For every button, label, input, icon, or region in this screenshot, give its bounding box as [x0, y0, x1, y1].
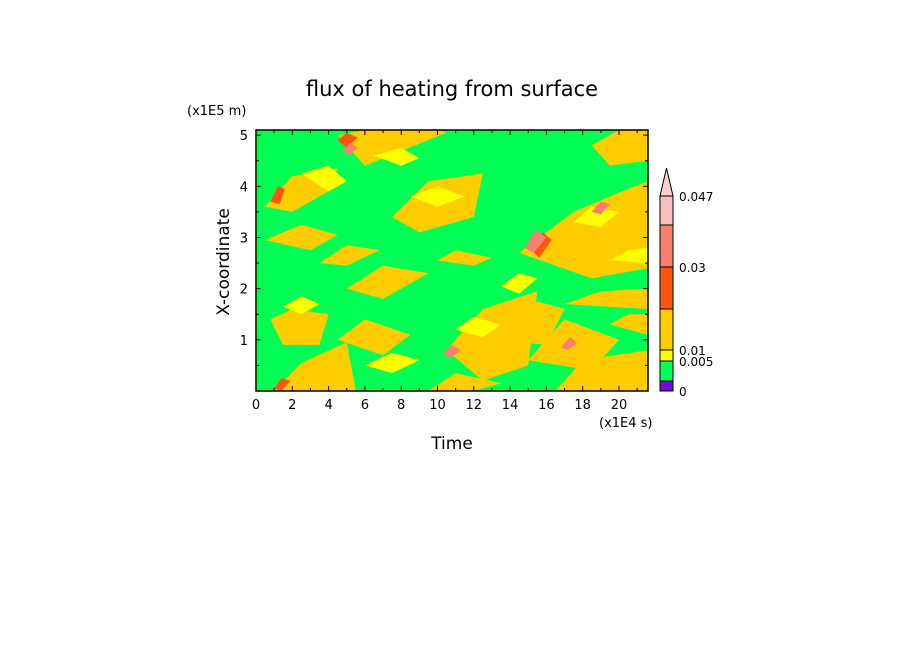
contour-region-7 [270, 309, 329, 345]
y-tick-label: 3 [240, 231, 248, 246]
colorbar-label: 0 [679, 385, 687, 399]
colorbar-swatch-0 [659, 380, 674, 392]
colorbar-label: 0.047 [679, 190, 713, 204]
colorbar-label: 0.01 [679, 344, 706, 358]
contour-region-16 [591, 130, 648, 166]
contour-region-23 [283, 296, 320, 315]
contour-region-6 [437, 250, 492, 266]
y-tick-label: 4 [240, 180, 248, 195]
contour-region-33 [343, 142, 358, 156]
contour-region-31 [274, 378, 291, 391]
contour-region-34 [442, 344, 462, 358]
plot-frame [255, 129, 649, 392]
contour-regions [265, 130, 648, 391]
contour-region-15 [519, 181, 648, 279]
contour-region-14 [555, 350, 648, 391]
colorbar-swatch-5 [659, 224, 674, 268]
contour-region-22 [410, 186, 465, 207]
contour-region-30 [337, 132, 358, 148]
colorbar-swatch-2 [659, 349, 674, 362]
y-tick-label: 1 [240, 334, 248, 349]
y-tick-label: 2 [240, 283, 248, 298]
y-axis-label: X-coordinate [214, 208, 234, 316]
contour-region-32 [524, 229, 547, 253]
x-tick-label: 20 [611, 398, 628, 413]
contour-region-26 [455, 316, 501, 338]
contour-region-36 [560, 337, 578, 351]
contour-region-27 [609, 247, 648, 264]
x-tick-label: 6 [361, 398, 369, 413]
plot-area [255, 129, 649, 392]
contour-region-17 [564, 288, 648, 310]
x-tick-label: 14 [502, 398, 519, 413]
contour-region-4 [319, 245, 380, 266]
y-axis: 1 2 3 4 5 [240, 129, 648, 366]
x-tick-label: 12 [466, 398, 483, 413]
x-axis-label: Time [430, 434, 473, 454]
contour-region-10 [446, 291, 538, 381]
contour-region-8 [274, 342, 356, 391]
contour-region-12 [501, 301, 565, 345]
contour-region-19 [301, 165, 347, 192]
x-tick-label: 4 [324, 398, 332, 413]
contour-region-28 [531, 232, 552, 258]
contour-region-9 [337, 319, 411, 356]
contour-region-35 [591, 201, 610, 215]
contour-region-5 [346, 265, 429, 299]
x-tick-label: 0 [252, 398, 260, 413]
x-tick-label: 8 [397, 398, 405, 413]
contour-region-3 [265, 224, 338, 251]
colorbar-label: 0.005 [679, 355, 713, 369]
x-tick-label: 18 [574, 398, 591, 413]
contour-region-11 [428, 373, 501, 391]
contour-region-24 [364, 352, 420, 374]
contour-region-1 [337, 130, 447, 166]
y-tick-label: 5 [240, 129, 248, 144]
chart-title: flux of heating from surface [306, 77, 598, 101]
colorbar-label: 0.03 [679, 261, 706, 275]
x-tick-label: 2 [288, 398, 296, 413]
x-tick-label: 16 [538, 398, 555, 413]
contour-region-18 [609, 314, 648, 335]
contour-region-21 [501, 273, 538, 294]
contour-region-25 [573, 206, 619, 228]
colorbar-swatch-6 [659, 195, 674, 226]
x-axis: 0 2 4 6 8 10 12 14 16 18 20 [252, 130, 638, 413]
colorbar-swatch-1 [659, 360, 674, 382]
colorbar-swatch-4 [659, 266, 674, 310]
contour-region-20 [374, 147, 420, 166]
contour-region-29 [270, 186, 285, 205]
x-tick-label: 10 [429, 398, 446, 413]
colorbar-extend-arrow [659, 167, 674, 197]
x-axis-unit: (x1E4 s) [599, 416, 653, 431]
y-axis-unit: (x1E5 m) [187, 104, 246, 119]
colorbar-swatch-3 [659, 308, 674, 351]
